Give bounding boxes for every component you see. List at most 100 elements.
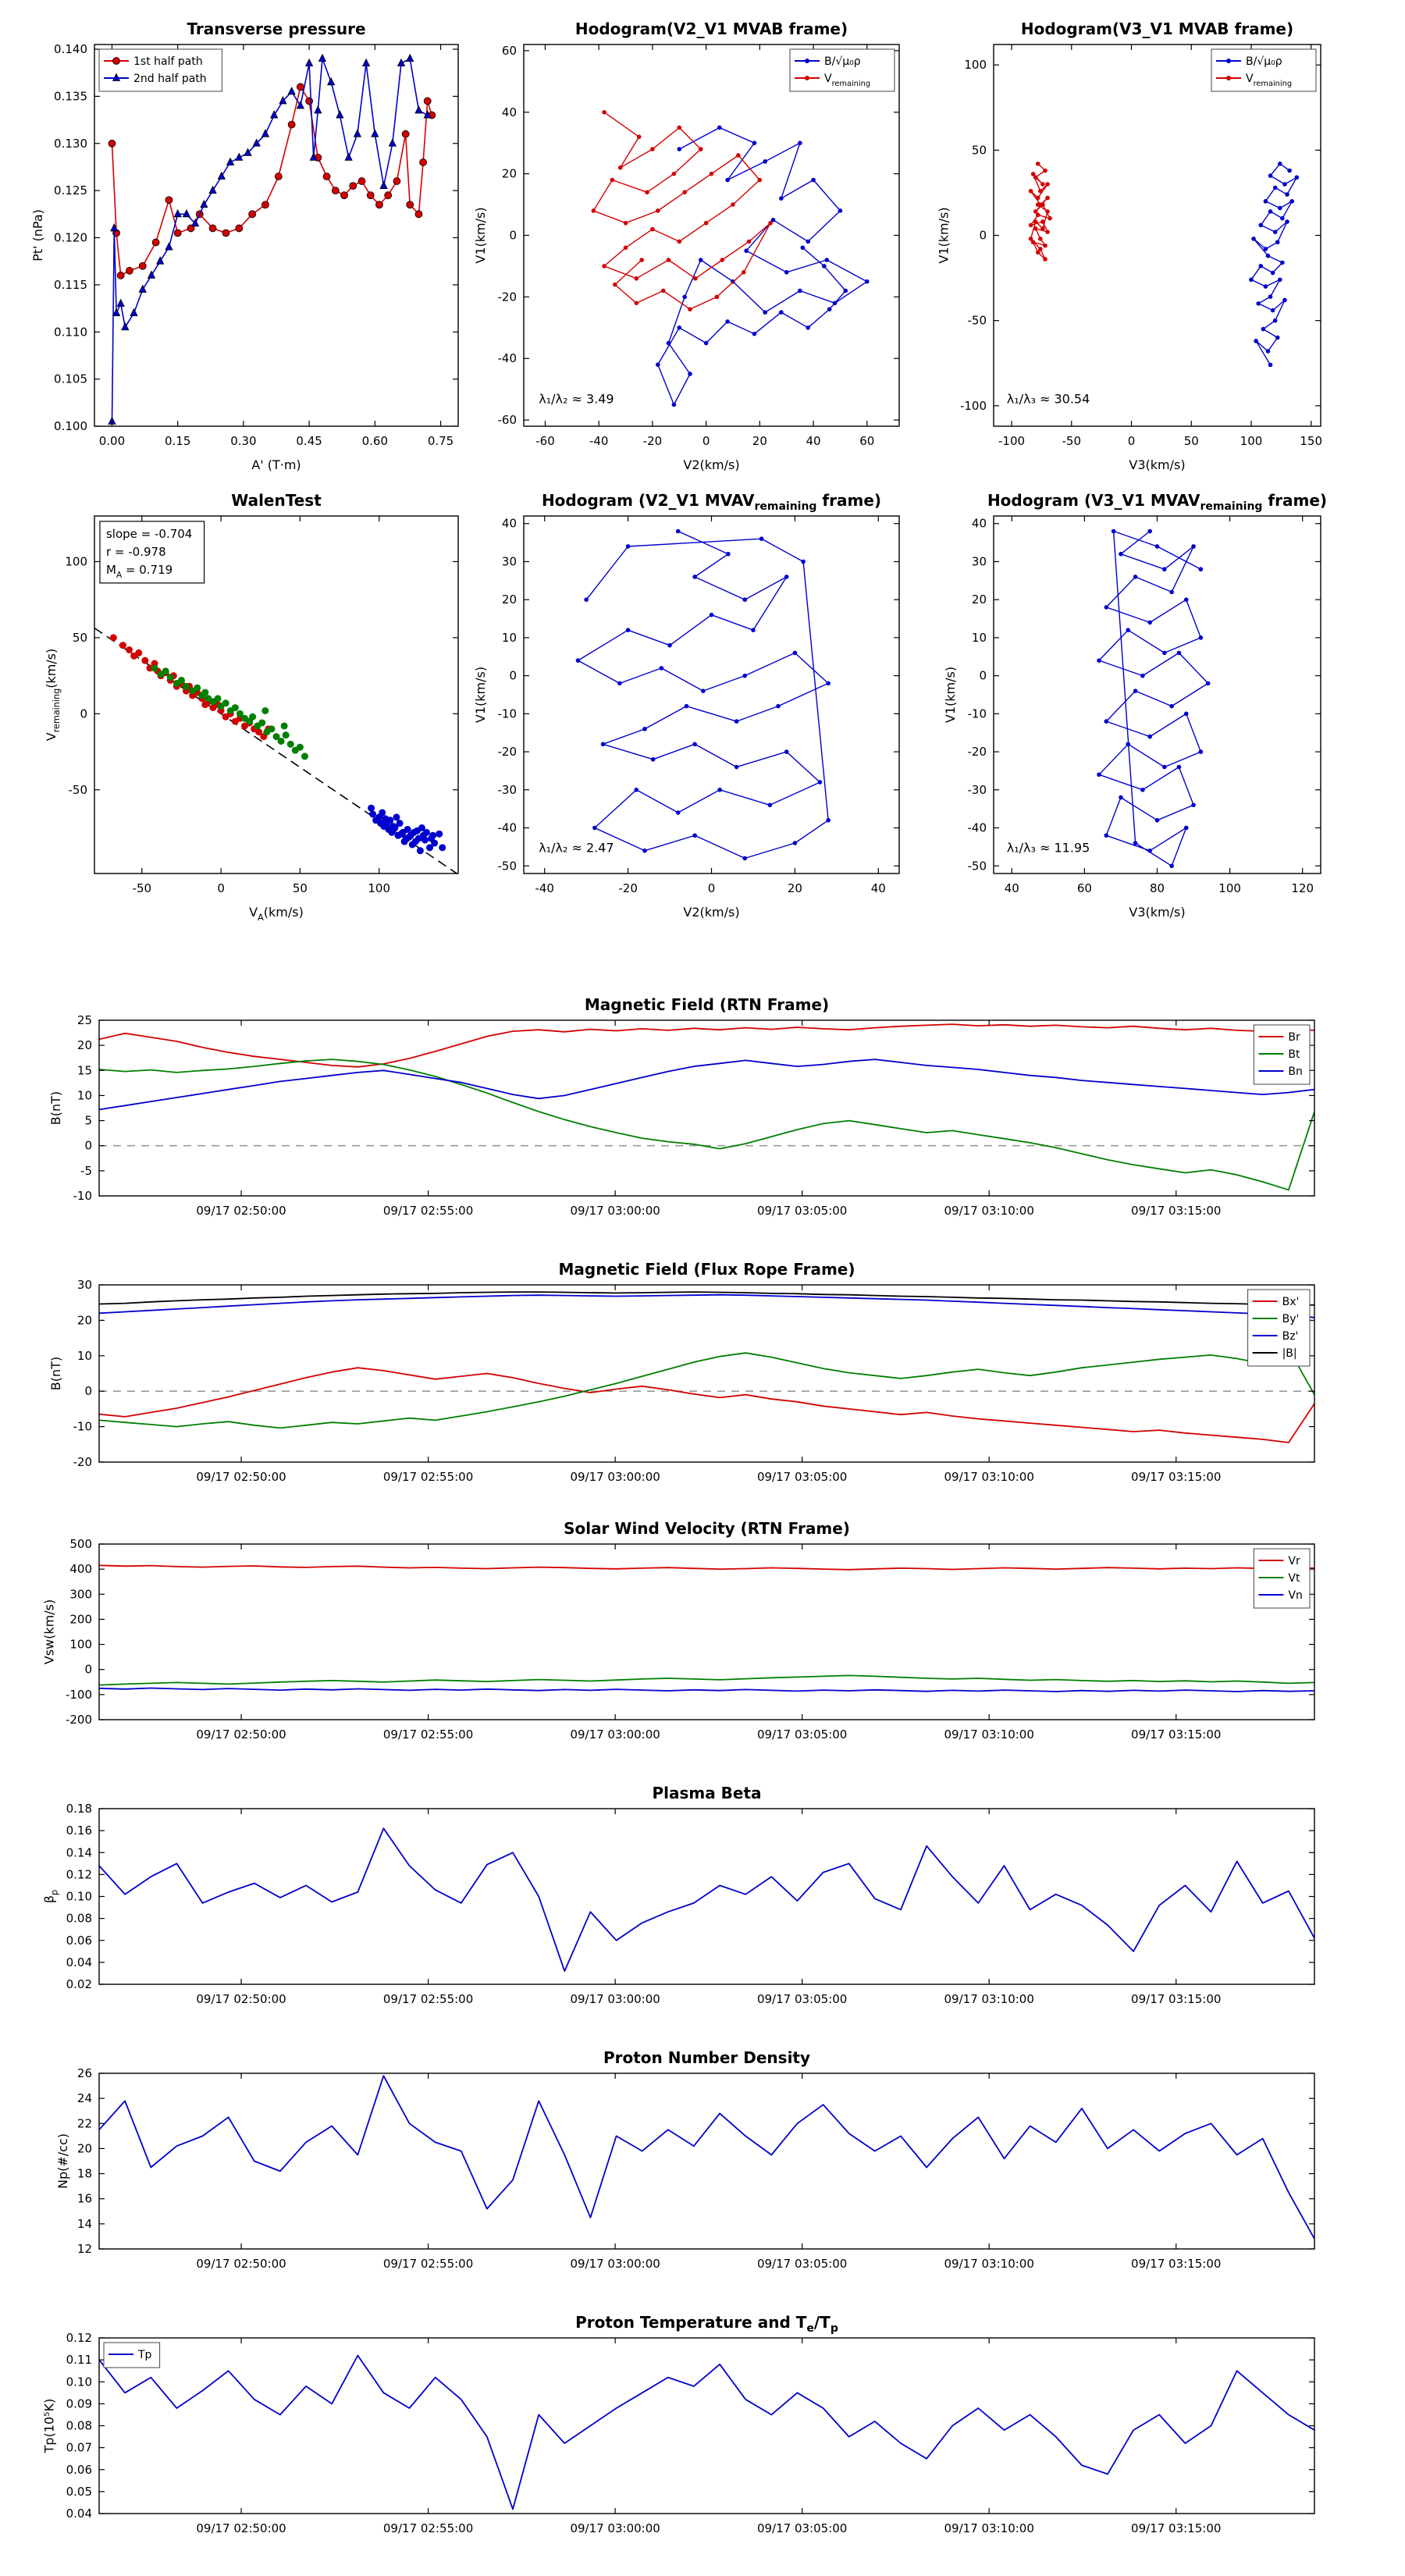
series-tp [99, 2354, 1314, 2510]
series-vremaining-markers [591, 109, 773, 311]
panel-p2-series [591, 109, 870, 407]
x-tick-label: 0 [1128, 434, 1136, 448]
y-tick-label: 0.105 [54, 372, 87, 386]
y-tick-label: -20 [968, 745, 987, 759]
x-tick-label: 60 [859, 434, 874, 448]
x-tick-label: 0.00 [99, 434, 125, 448]
y-axis-label: B(nT) [48, 1357, 63, 1390]
y-tick-label: 0 [84, 1663, 92, 1677]
x-tick-label: 60 [1077, 881, 1092, 895]
series-vn [99, 1687, 1314, 1692]
y-tick-label: 0.08 [66, 2419, 92, 2433]
y-tick-label: 0 [84, 1384, 92, 1398]
series--b- [99, 1291, 1314, 1306]
y-tick-label: 0.10 [66, 1890, 92, 1904]
panel-title: Magnetic Field (RTN Frame) [585, 995, 829, 1014]
y-tick-label: -10 [73, 1420, 93, 1434]
x-tick-label: 09/17 03:00:00 [570, 2257, 660, 2271]
series-beta-p [99, 1827, 1314, 1972]
panel-p1-series [108, 53, 436, 425]
legend-label: Vt [1288, 1572, 1300, 1585]
x-axis-label: VA​(km/s) [249, 905, 304, 923]
y-tick-label: 0.04 [66, 1955, 92, 1969]
y-tick-label: 0.02 [66, 1977, 92, 1991]
y-tick-label: 0 [509, 669, 517, 683]
legend-label: Bn [1288, 1066, 1302, 1078]
y-tick-label: 0.16 [66, 1823, 92, 1838]
panel-ts1-series [99, 1023, 1314, 1191]
panel-title: Transverse pressure [187, 20, 365, 38]
annotation-text: r = -0.978 [106, 545, 166, 559]
x-axis-label: V2(km/s) [683, 905, 739, 920]
x-tick-label: 09/17 03:10:00 [944, 1204, 1034, 1218]
y-tick-label: -20 [498, 745, 518, 759]
x-tick-label: 20 [788, 881, 802, 895]
panel-title: Proton Temperature and Te​/Tp​ [575, 2313, 838, 2335]
panel-p1-legend: 1st half path 2nd half path [98, 48, 222, 92]
x-tick-label: 09/17 02:55:00 [383, 1992, 473, 2006]
x-tick-label: 09/17 02:50:00 [196, 1992, 286, 2006]
y-tick-label: 30 [502, 554, 517, 568]
x-tick-label: 0 [217, 881, 225, 895]
x-tick-label: -20 [643, 434, 663, 448]
x-axis-label: V2(km/s) [683, 457, 739, 472]
x-tick-label: 09/17 02:55:00 [383, 2521, 473, 2535]
y-tick-label: 14 [77, 2217, 92, 2231]
y-tick-label: 0.11 [66, 2353, 92, 2367]
panel-ts2-legend: Bx' By' Bz' |B| [1247, 1289, 1311, 1367]
series-bx- [99, 1367, 1314, 1443]
legend-label: 1st half path [133, 55, 203, 68]
y-tick-label: 0.115 [54, 278, 87, 292]
y-axis-label: Tp(10⁵K) [42, 2399, 57, 2454]
x-tick-label: 09/17 03:15:00 [1131, 1727, 1221, 1742]
series-np [99, 2075, 1314, 2240]
panel-p5-series [575, 528, 831, 861]
y-tick-label: 0.06 [66, 1934, 92, 1948]
panel-ts6: 09/17 02:50:00 09/17 02:55:00 09/17 03:00:… [42, 2313, 1315, 2535]
x-tick-label: -40 [589, 434, 609, 448]
x-tick-label: 09/17 02:55:00 [383, 1470, 473, 1484]
y-tick-label: 15 [77, 1063, 92, 1077]
panel-title: Hodogram (V3_V1 MVAVremaining​ frame) [987, 491, 1327, 513]
panel-p3: -100 -50 0 50 100 150 -100 -50 0 50 100 Hodogram(V3… [937, 20, 1322, 472]
series-2nd-half-path-markers [108, 53, 432, 425]
panel-ts3: 09/17 02:50:00 09/17 02:55:00 09/17 03:00:… [42, 1519, 1315, 1742]
y-tick-label: -30 [968, 783, 987, 797]
series-b--markers [655, 125, 870, 407]
y-tick-label: 0.140 [54, 42, 87, 56]
y-tick-label: 200 [69, 1612, 92, 1626]
axes-frame [98, 2073, 1315, 2250]
series-by- [99, 1347, 1314, 1429]
y-tick-label: 0.125 [54, 183, 87, 197]
x-axis-label: A' (T·m) [251, 457, 301, 472]
y-tick-label: -10 [968, 706, 987, 720]
panel-ts5-series [99, 2075, 1314, 2240]
x-tick-label: 09/17 02:50:00 [196, 2521, 286, 2535]
x-tick-label: 50 [1184, 434, 1199, 448]
panel-ts5: 09/17 02:50:00 09/17 02:55:00 09/17 03:00:… [55, 2048, 1315, 2271]
y-tick-label: 0.100 [54, 419, 87, 433]
panel-ts1: 09/17 02:50:00 09/17 02:55:00 09/17 03:00:… [48, 995, 1315, 1218]
panel-p6-series [1097, 528, 1211, 869]
y-tick-label: 12 [77, 2242, 92, 2256]
annotation-text: slope = -0.704 [106, 527, 192, 541]
y-tick-label: 40 [502, 105, 517, 119]
y-tick-label: 0.12 [66, 2331, 92, 2345]
y-tick-label: -100 [66, 1688, 92, 1702]
legend-label: Bz' [1282, 1330, 1299, 1343]
legend-label: Bx' [1282, 1296, 1300, 1308]
y-tick-label: 0.12 [66, 1867, 92, 1881]
axes-frame [98, 1284, 1315, 1463]
x-tick-label: 0.60 [362, 434, 388, 448]
y-tick-label: 16 [77, 2192, 92, 2206]
x-tick-label: 150 [1300, 434, 1322, 448]
y-tick-label: 50 [972, 143, 987, 157]
panel-ts6-legend: Tp [103, 2342, 161, 2368]
series-b--markers [1249, 162, 1300, 368]
series-v-hodogram-markers [1097, 528, 1211, 869]
x-tick-label: 09/17 03:10:00 [944, 1727, 1034, 1742]
panel-ts2-series [99, 1291, 1314, 1443]
series-v-hodogram [577, 530, 829, 859]
y-tick-label: 22 [77, 2116, 92, 2130]
